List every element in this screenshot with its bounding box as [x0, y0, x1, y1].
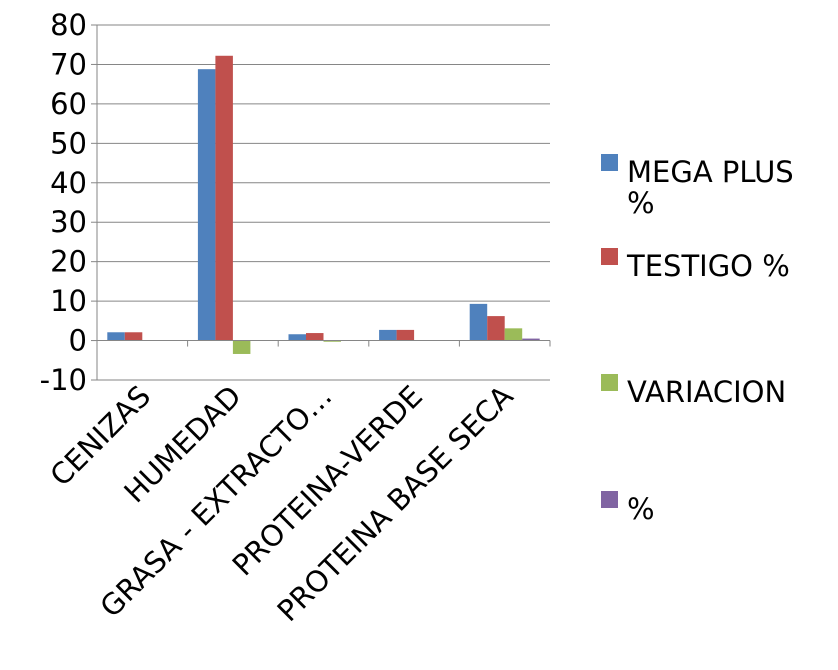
bar-testigo--1: [215, 55, 233, 341]
legend-label: VARIACION: [627, 375, 786, 409]
bar-mega-plus--1: [197, 69, 216, 341]
bar-mega-plus--2: [288, 334, 306, 341]
y-tick-label: 20: [50, 245, 87, 279]
bar-variacion-4: [504, 328, 523, 341]
legend-swatch: [601, 154, 618, 171]
bar-mega-plus--0: [107, 332, 125, 341]
bar-variacion-2: [323, 340, 341, 342]
bars: [107, 55, 540, 354]
legend-swatch: [601, 491, 618, 508]
legend-swatch: [601, 248, 618, 265]
gridlines: [97, 24, 550, 381]
y-axis-ticks: -10 0 10 20 30 40 50 60 70 80: [40, 8, 97, 397]
y-tick-label: 80: [50, 8, 87, 42]
bar-mega-plus--3: [379, 329, 397, 341]
bar-testigo--2: [306, 333, 324, 341]
bar-variacion-1: [232, 340, 251, 354]
y-tick-label: 10: [50, 284, 87, 318]
y-tick-label: 70: [50, 47, 87, 81]
legend-label: TESTIGO %: [626, 249, 790, 283]
legend: MEGA PLUS% TESTIGO % VARIACION%: [601, 154, 794, 526]
y-tick-label: 50: [50, 126, 87, 160]
y-tick-label: -10: [40, 363, 87, 397]
y-tick-label: 30: [50, 205, 87, 239]
bar-testigo--4: [487, 316, 505, 341]
legend-swatch: [601, 374, 618, 391]
y-tick-label: 0: [69, 324, 87, 358]
y-tick-label: 60: [50, 87, 87, 121]
axes: [96, 25, 551, 380]
legend-label: %: [627, 492, 655, 526]
y-tick-label: 40: [50, 166, 87, 200]
legend-label: MEGA PLUS: [627, 155, 794, 189]
legend-label: %: [627, 186, 655, 220]
bar-testigo--3: [396, 329, 415, 341]
bar-testigo--0: [124, 332, 143, 341]
bar-mega-plus--4: [469, 303, 488, 341]
bar---4: [522, 338, 540, 341]
